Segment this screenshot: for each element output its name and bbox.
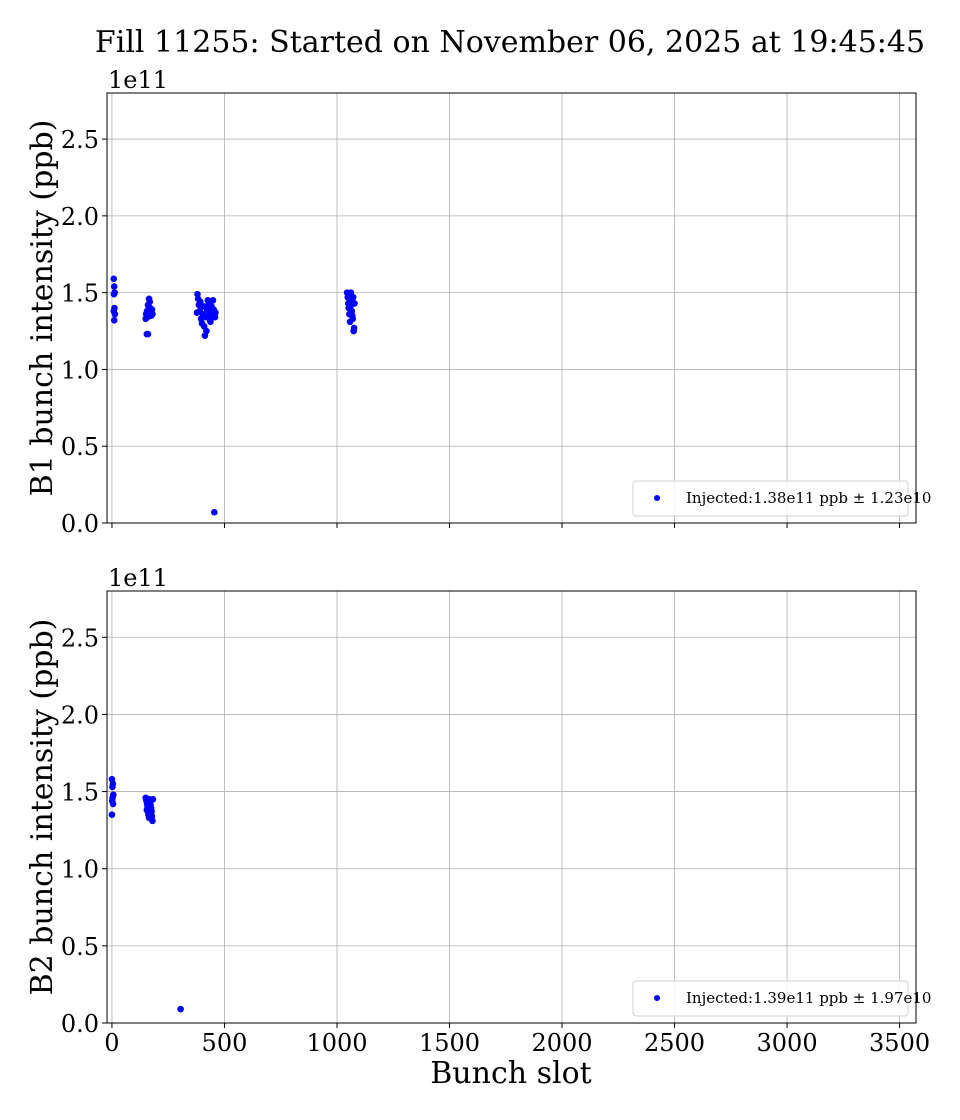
data-point [110, 283, 118, 290]
y-tick-label: 1.5 [61, 280, 99, 308]
chart-title: Fill 11255: Started on November 06, 2025… [95, 25, 925, 60]
x-tick-label: 3000 [757, 1029, 818, 1057]
data-point [149, 817, 156, 825]
data-point [349, 315, 357, 323]
legend-box [632, 980, 909, 1017]
plot-panel-1: 0.0 0.5 1.0 1.5 2.0 2.5 1e11 B1 bunch intensity… [25, 66, 931, 538]
legend-marker [654, 995, 660, 1001]
data-point [203, 327, 210, 335]
y-tick-label: 2.5 [61, 624, 99, 652]
x-tick-label: 500 [202, 1029, 248, 1057]
plot-panel-2: 0 500 1000 1500 2000 2500 3000 3500 0.0 0.5 1.0 1.5… [25, 564, 931, 1057]
x-axis-label: Bunch slot [430, 1056, 591, 1091]
y-tick-label: 0.0 [61, 1010, 99, 1038]
legend: Injected:1.38e11 ppb ± 1.23e10 [632, 480, 931, 517]
y-tick-label: 1.0 [61, 856, 99, 884]
x-tick-label: 2500 [644, 1029, 705, 1057]
data-point [197, 298, 204, 306]
legend-box [632, 480, 909, 517]
legend: Injected:1.39e11 ppb ± 1.97e10 [632, 980, 931, 1017]
data-point [149, 795, 157, 803]
y-tick-label: 2.5 [61, 126, 99, 154]
data-point [109, 783, 116, 791]
data-point [108, 811, 116, 819]
legend-label: Injected:1.39e11 ppb ± 1.97e10 [686, 989, 931, 1007]
data-point [211, 508, 218, 516]
data-point [193, 309, 201, 316]
data-point [212, 309, 219, 316]
data-point [350, 324, 358, 332]
data-point [351, 300, 358, 307]
data-point [177, 1005, 184, 1013]
data-point [207, 318, 214, 326]
offset-label: 1e11 [108, 564, 168, 592]
data-point [110, 290, 118, 298]
legend-marker [654, 495, 660, 501]
y-tick-label: 0.5 [61, 433, 99, 461]
data-point [349, 293, 357, 301]
offset-label: 1e11 [108, 66, 168, 94]
y-tick-label: 2.0 [61, 701, 99, 729]
data-point [204, 304, 212, 312]
y-axis-label: B2 bunch intensity (ppb) [25, 619, 60, 996]
x-tick-label: 2000 [531, 1029, 592, 1057]
x-tick-label: 0 [104, 1029, 119, 1057]
y-tick-label: 1.0 [61, 356, 99, 384]
axes-frame [106, 590, 917, 1024]
data-point [146, 307, 153, 315]
data-point [142, 315, 150, 323]
legend-label: Injected:1.38e11 ppb ± 1.23e10 [686, 489, 931, 507]
x-tick-label: 1500 [419, 1029, 480, 1057]
y-axis-label: B1 bunch intensity (ppb) [25, 120, 60, 497]
data-point [146, 809, 153, 817]
x-tick-label: 3500 [869, 1029, 930, 1057]
data-point [109, 800, 117, 808]
x-tick-label: 1000 [306, 1029, 367, 1057]
data-point [209, 297, 217, 304]
y-tick-label: 1.5 [61, 779, 99, 807]
y-tick-label: 0.5 [61, 933, 99, 961]
data-point [110, 275, 118, 283]
y-tick-label: 2.0 [61, 203, 99, 231]
axes-frame [106, 92, 917, 524]
data-point [110, 316, 118, 324]
y-tick-label: 0.0 [61, 510, 99, 538]
data-point [144, 330, 152, 338]
data-point [111, 310, 119, 318]
